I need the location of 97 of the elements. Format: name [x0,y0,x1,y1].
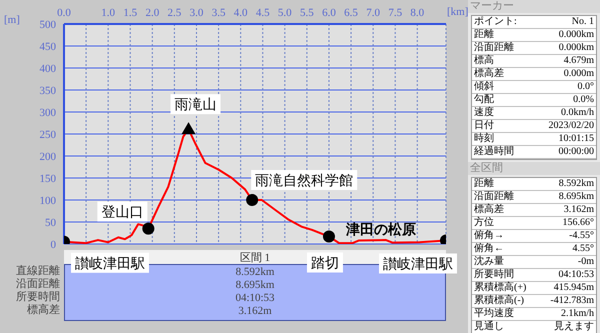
text: 3.162m [564,204,594,216]
y-tick-label: 0 [50,238,56,251]
text: マーカー [468,0,600,13]
x-tick-label: 0.0 [57,7,72,19]
text: 156.66° [562,217,594,229]
text: 04:10:53 [234,292,276,305]
y-tick-label: 300 [40,106,56,119]
text: 8.592km [236,266,274,278]
text: 415.945m [554,282,594,294]
text: -412.783m [550,295,594,307]
text: 標高差 [474,68,504,80]
annotation: 雨滝自然科学館 [255,173,354,189]
text: 4.55° [572,243,594,255]
text: 10:01:15 [558,133,594,145]
text: 2.1km/h [560,308,594,320]
y-tick-label: 500 [40,18,56,31]
text: 沿面距離 [474,42,514,54]
x-tick-label: 7.5 [388,7,403,19]
point [182,122,196,134]
text: 4.679m [564,55,594,67]
text: 沈み量 [474,256,504,268]
text: 俯角→ [474,230,504,242]
y-tick-label: 450 [40,40,56,53]
x-tick-label: 1.0 [101,7,116,19]
text: -4.55° [569,230,594,242]
x-tick-label: 1.5 [123,7,138,19]
text: 俯角← [474,243,504,255]
y-tick-label: 350 [40,84,56,97]
text: 見えます [554,321,594,333]
text: 0.000km [558,29,594,41]
text: 沿面距離 [16,278,60,291]
x-tick-label: 3.5 [212,7,226,19]
text: 速度 [474,107,494,119]
text: 00:00:00 [558,146,594,158]
annotation: 雨滝山 [174,97,217,114]
point [142,222,154,235]
text: 8.695km [234,279,276,292]
text: 勾配 [474,94,494,106]
text: 標高差 [27,304,60,317]
text: 方位 [474,217,494,229]
y-tick-label: 150 [40,172,56,185]
x-tick-label: 5.0 [278,7,292,19]
y-tick-label: 100 [40,194,56,207]
text: 標高 [474,55,494,67]
x-tick-label: 6.0 [322,7,336,19]
text: 所要時間 [16,291,60,304]
y-tick-label: 200 [40,150,56,163]
text: 累積標高(-) [474,295,524,307]
y-tick-label: 50 [45,216,56,229]
text: 沿面距離 [474,191,514,203]
y-tick-label: 400 [40,62,56,75]
text: -0m [578,256,594,268]
x-tick-label: 6.5 [344,7,358,19]
text: 3.162m [237,305,273,318]
x-tick-label: 5.5 [300,7,314,19]
text: 04:10:53 [558,269,594,281]
text: ポイント: [474,16,517,28]
annotation: 讃岐津田駅 [75,256,145,272]
text: 累積標高(+) [474,282,526,294]
text: 0.0% [573,94,594,106]
y-axis-title: [m] [4,14,20,26]
point [246,194,258,206]
text: 0.000m [564,68,594,80]
text: 平均速度 [474,308,514,320]
annotation: 登山口 [101,204,144,221]
text: 距離 [474,29,494,41]
text: 日付 [474,120,494,132]
x-tick-label: 8.0 [410,7,425,19]
text: 2023/02/20 [548,120,594,132]
text: 傾斜 [474,81,494,93]
text: 直線距離 [16,265,60,278]
text: 8.695km [558,191,594,203]
text: 距離 [474,178,494,190]
text: 経過時間 [474,146,514,158]
text: 区間 1 [240,252,270,264]
text: 所要時間 [474,269,514,281]
annotation: 讃岐津田駅 [383,256,453,272]
text: 0.0km/h [560,107,594,119]
x-tick-label: 2.5 [168,7,182,19]
x-tick-label: 2.0 [145,7,160,19]
x-axis-title: [km] [447,6,468,18]
text: 0.0° [578,81,594,93]
text: 0.000km [558,42,594,54]
text: 見通し [474,321,504,333]
x-tick-label: 4.0 [234,7,248,19]
y-tick-label: 250 [40,128,56,141]
text: 8.592km [558,178,594,190]
text: No. 1 [572,16,594,28]
annotation: 踏切 [310,256,339,272]
annotation: 津田の松原 [345,222,416,238]
x-tick-label: 7.0 [366,7,381,19]
x-tick-label: 3.0 [190,7,204,19]
text: 時刻 [474,133,494,145]
text: 全区間 [468,162,600,175]
text: 標高差 [474,204,504,216]
x-tick-label: 4.5 [256,7,270,19]
point [322,230,335,243]
